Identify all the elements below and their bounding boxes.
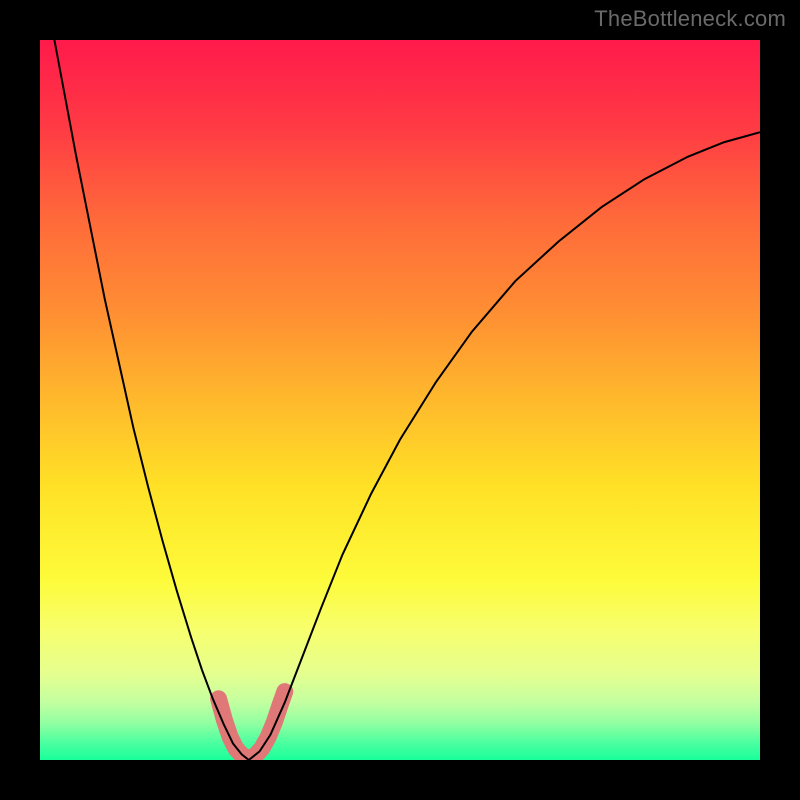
plot-area xyxy=(40,40,760,760)
watermark-text: TheBottleneck.com xyxy=(594,6,786,32)
gradient-background xyxy=(40,40,760,760)
